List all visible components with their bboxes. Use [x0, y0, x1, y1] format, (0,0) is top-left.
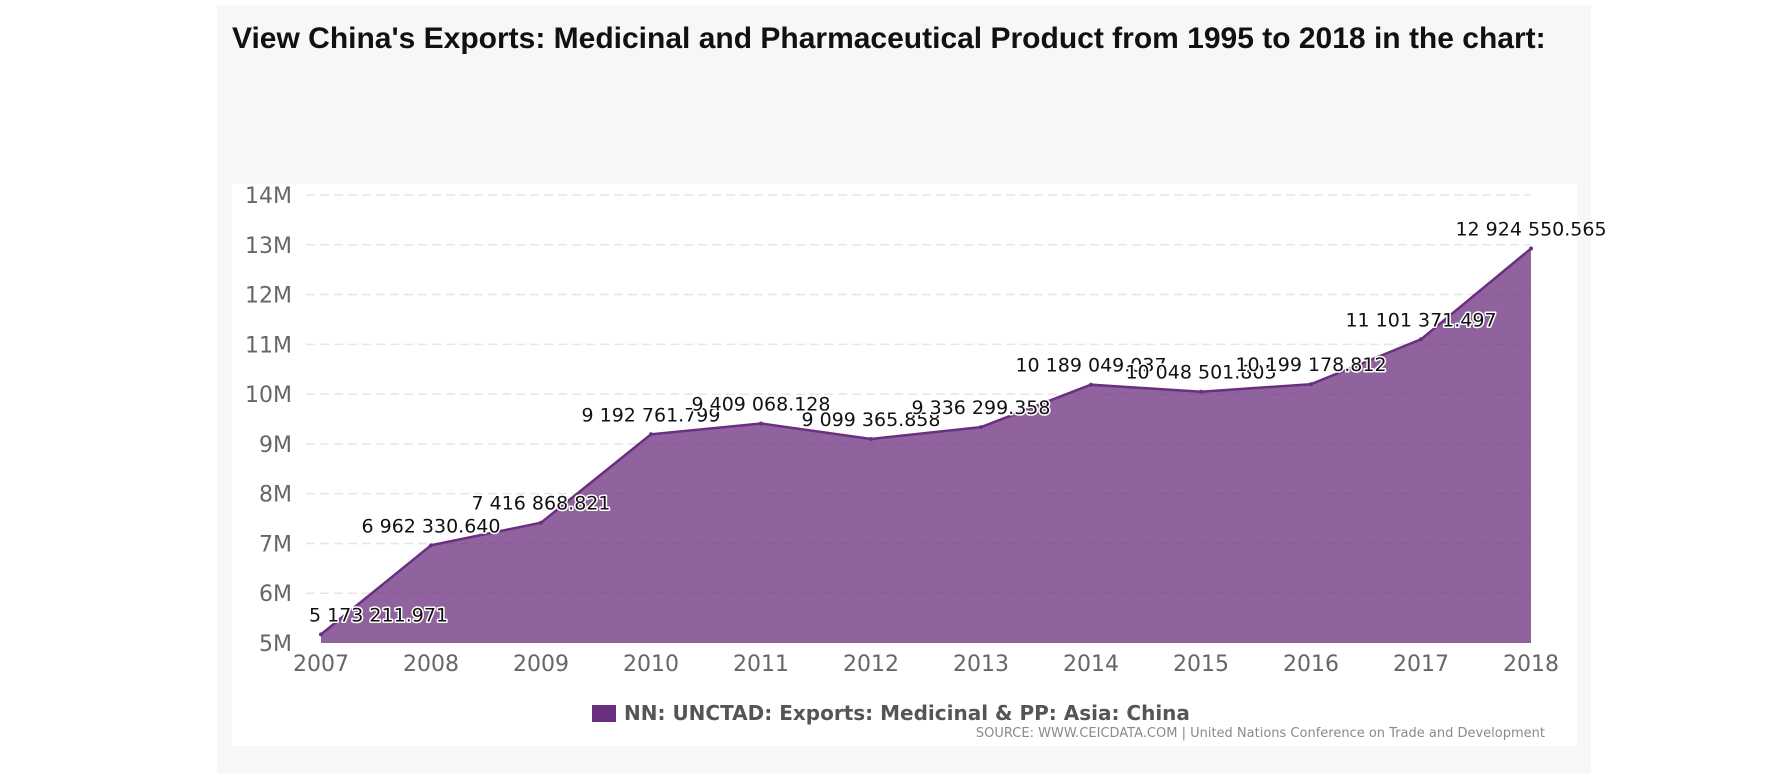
- x-tick-label: 2008: [403, 652, 459, 677]
- data-point: [1199, 389, 1203, 394]
- data-point: [429, 543, 433, 548]
- series-line: [320, 247, 1532, 636]
- data-point: [539, 520, 543, 525]
- x-tick-label: 2011: [733, 652, 789, 677]
- x-tick-label: 2007: [293, 652, 349, 677]
- data-point: [1419, 337, 1423, 342]
- data-label: 5 173 211.971: [309, 604, 448, 626]
- page-heading: View China's Exports: Medicinal and Phar…: [232, 22, 1546, 55]
- y-axis-ticks: 5M 6M 7M 8M 9M 10M 11M 12M 13M 14M: [245, 184, 292, 657]
- data-label: 12 924 550.565: [1455, 219, 1606, 241]
- y-tick-label: 8M: [259, 483, 292, 508]
- x-tick-label: 2017: [1393, 652, 1449, 677]
- x-tick-label: 2018: [1503, 652, 1559, 677]
- x-tick-label: 2015: [1173, 652, 1229, 677]
- y-tick-label: 10M: [245, 383, 292, 408]
- x-tick-label: 2012: [843, 652, 899, 677]
- legend-swatch: [592, 704, 616, 722]
- data-label: 10 199 178.812: [1235, 354, 1386, 376]
- series-area: [319, 246, 1533, 643]
- data-label: 10 048 501.805: [1125, 362, 1276, 384]
- legend[interactable]: NN: UNCTAD: Exports: Medicinal & PP: Asi…: [592, 700, 1190, 726]
- data-label: 6 962 330.640: [361, 515, 500, 537]
- x-tick-label: 2010: [623, 652, 679, 677]
- data-point: [649, 432, 653, 437]
- data-label: 9 409 068.128: [691, 394, 830, 416]
- y-tick-label: 14M: [245, 184, 292, 209]
- data-point: [759, 421, 763, 426]
- data-label: 9 192 761.799: [581, 404, 720, 426]
- data-point: [319, 632, 323, 637]
- data-label: 10 189 049.037: [1015, 355, 1166, 377]
- data-label: 7 416 868.821: [471, 493, 610, 515]
- data-label: 11 101 371.497: [1345, 309, 1496, 331]
- legend-label: NN: UNCTAD: Exports: Medicinal & PP: Asi…: [624, 701, 1190, 725]
- y-tick-label: 9M: [259, 433, 292, 458]
- data-point: [869, 436, 873, 441]
- area-fill: [321, 248, 1531, 643]
- y-tick-label: 6M: [259, 582, 292, 607]
- data-label: 9 099 365.858: [801, 409, 940, 431]
- x-tick-label: 2009: [513, 652, 569, 677]
- x-axis-ticks: 2007 2008 2009 2010 2011 2012 2013 2014 2015 2016…: [293, 652, 1559, 677]
- data-label: 9 336 299.358: [911, 397, 1050, 419]
- source-note: SOURCE: WWW.CEICDATA.COM | United Nation…: [975, 726, 1545, 741]
- y-tick-label: 13M: [245, 234, 292, 259]
- y-tick-label: 5M: [259, 632, 292, 657]
- data-point: [1529, 246, 1533, 251]
- x-tick-label: 2014: [1063, 652, 1119, 677]
- data-point: [1309, 382, 1313, 387]
- x-tick-label: 2013: [953, 652, 1009, 677]
- data-point: [1089, 382, 1093, 387]
- data-point: [979, 425, 983, 430]
- y-tick-label: 7M: [259, 532, 292, 557]
- x-tick-label: 2016: [1283, 652, 1339, 677]
- y-tick-label: 11M: [245, 333, 292, 358]
- y-tick-label: 12M: [245, 284, 292, 309]
